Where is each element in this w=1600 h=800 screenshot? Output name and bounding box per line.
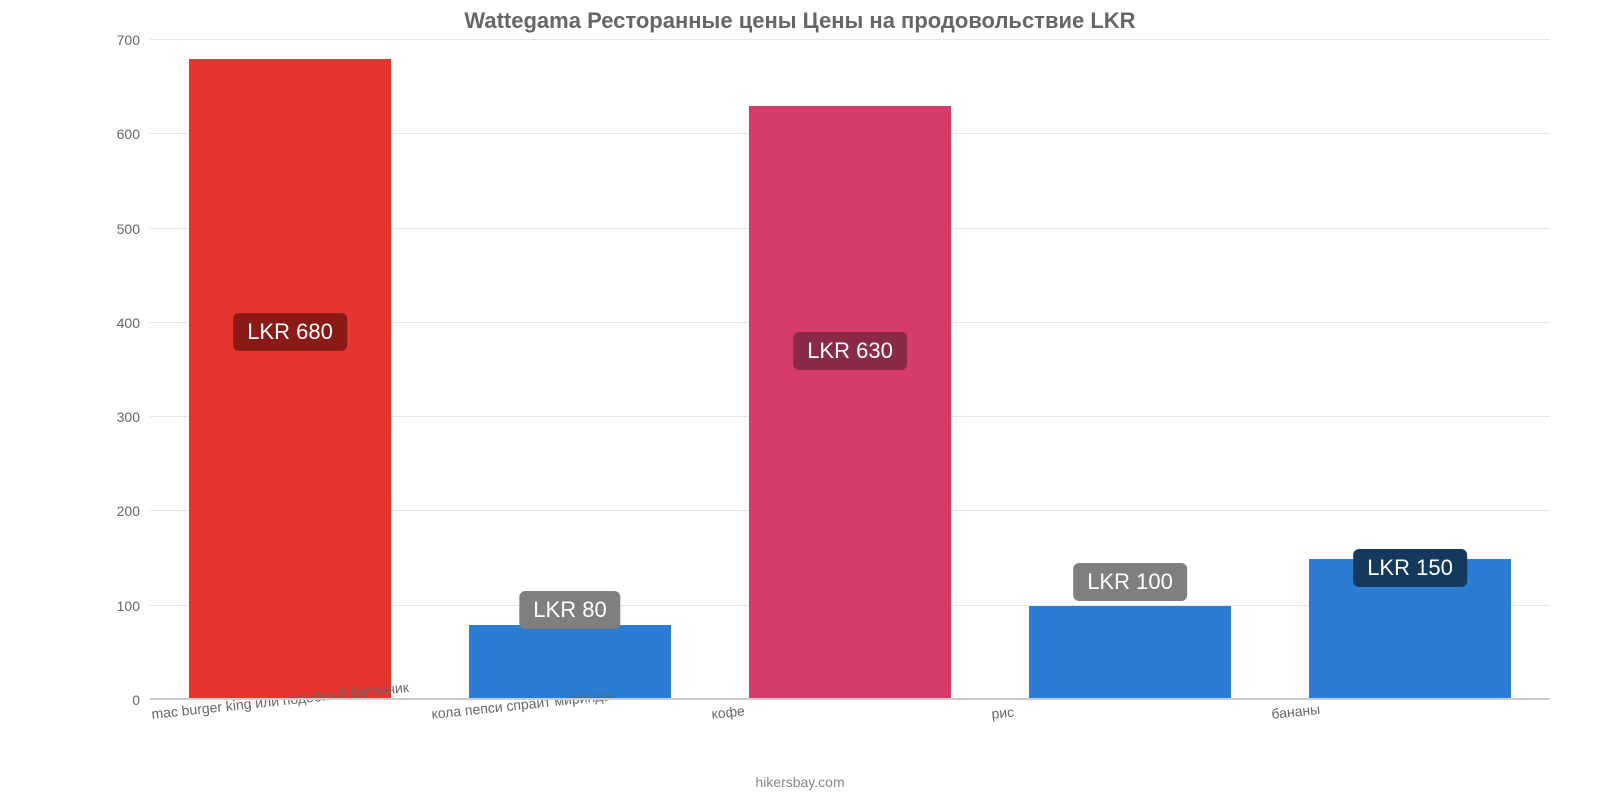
bar-slot: LKR 630кофе [710, 40, 990, 700]
y-tick-label: 600 [117, 126, 150, 142]
y-tick-label: 400 [117, 315, 150, 331]
value-badge: LKR 100 [1073, 563, 1187, 601]
bar [1029, 606, 1231, 700]
value-badge: LKR 680 [233, 313, 347, 351]
value-badge: LKR 80 [519, 591, 620, 629]
y-tick-label: 200 [117, 503, 150, 519]
y-tick-label: 500 [117, 221, 150, 237]
x-tick-label: кофе [710, 697, 745, 722]
x-tick-label: рис [990, 698, 1015, 722]
y-tick-label: 100 [117, 598, 150, 614]
y-tick-label: 700 [117, 32, 150, 48]
x-axis-baseline [150, 698, 1550, 700]
bar-slot: LKR 680mac burger king или подобный бато… [150, 40, 430, 700]
bar-slot: LKR 150бананы [1270, 40, 1550, 700]
chart-area: 0100200300400500600700 LKR 680mac burger… [90, 40, 1560, 730]
attribution-text: hikersbay.com [755, 774, 844, 790]
value-badge: LKR 630 [793, 332, 907, 370]
value-badge: LKR 150 [1353, 549, 1467, 587]
bars-container: LKR 680mac burger king или подобный бато… [150, 40, 1550, 700]
chart-title: Wattegama Ресторанные цены Цены на продо… [0, 0, 1600, 34]
plot-area: 0100200300400500600700 LKR 680mac burger… [150, 40, 1550, 700]
bar [189, 59, 391, 700]
bar-slot: LKR 100рис [990, 40, 1270, 700]
bar [749, 106, 951, 700]
bar-slot: LKR 80кола пепси спрайт миринда [430, 40, 710, 700]
y-tick-label: 300 [117, 409, 150, 425]
y-tick-label: 0 [132, 692, 150, 708]
